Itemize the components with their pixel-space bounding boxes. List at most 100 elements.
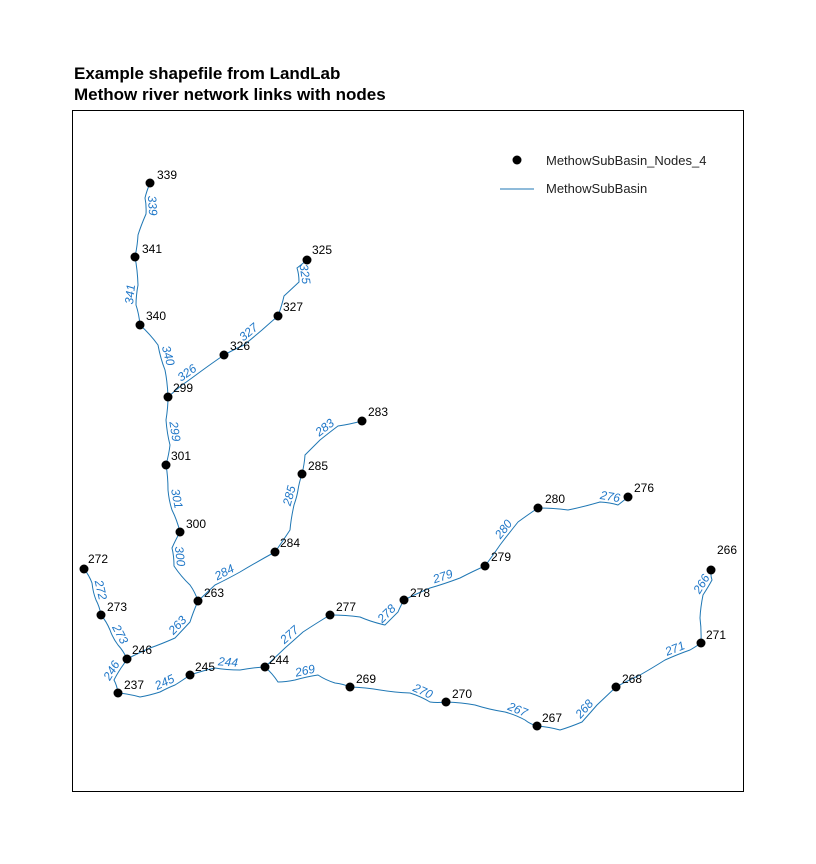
node-327 (273, 311, 283, 321)
node-label-325: 325 (312, 243, 332, 257)
node-245 (185, 670, 195, 680)
link-label-277: 277 (276, 622, 302, 647)
link-273 (100, 614, 128, 660)
legend-node-symbol (512, 155, 522, 165)
link-326 (167, 354, 225, 398)
link-label-270: 270 (410, 680, 435, 702)
legend-nodes-label: MethowSubBasin_Nodes_4 (546, 153, 706, 168)
link-label-244: 244 (217, 654, 239, 670)
link-label-300: 300 (172, 546, 188, 568)
link-284 (197, 551, 276, 602)
node-label-273: 273 (107, 600, 127, 614)
link-label-273: 273 (109, 621, 131, 646)
node-label-277: 277 (336, 600, 356, 614)
node-244 (260, 662, 270, 672)
link-283 (301, 420, 363, 475)
link-246 (113, 658, 128, 694)
link-280 (484, 507, 539, 567)
node-267 (532, 721, 542, 731)
node-280 (533, 503, 543, 513)
map-frame (72, 110, 744, 792)
title-line-1: Example shapefile from LandLab (74, 64, 341, 83)
node-246 (122, 654, 132, 664)
link-label-276: 276 (598, 488, 621, 505)
node-284 (270, 547, 280, 557)
node-label-246: 246 (132, 643, 152, 657)
node-label-283: 283 (368, 405, 388, 419)
link-299 (165, 396, 171, 466)
link-278 (329, 599, 405, 626)
node-label-272: 272 (88, 552, 108, 566)
link-341 (134, 256, 141, 326)
link-327 (223, 315, 279, 356)
page-title: Example shapefile from LandLab Methow ri… (74, 63, 386, 105)
link-label-272: 272 (91, 578, 110, 602)
node-label-276: 276 (634, 481, 654, 495)
node-label-266: 266 (717, 543, 737, 557)
title-line-2: Methow river network links with nodes (74, 85, 386, 104)
node-340 (135, 320, 145, 330)
link-label-279: 279 (430, 566, 455, 586)
link-245 (117, 674, 191, 698)
node-label-299: 299 (173, 381, 193, 395)
node-273 (96, 610, 106, 620)
link-label-340: 340 (159, 344, 178, 367)
nodes-layer: 3393413403253273262993013002832852842632… (79, 168, 737, 731)
link-269 (264, 666, 351, 688)
node-271 (696, 638, 706, 648)
link-label-266: 266 (690, 571, 713, 597)
node-label-301: 301 (171, 449, 191, 463)
legend-links-label: MethowSubBasin (546, 181, 647, 196)
node-label-300: 300 (186, 517, 206, 531)
node-263 (193, 596, 203, 606)
node-237 (113, 688, 123, 698)
node-285 (297, 469, 307, 479)
node-label-326: 326 (230, 339, 250, 353)
link-266 (699, 569, 713, 644)
link-300 (171, 531, 199, 602)
node-276 (623, 492, 633, 502)
link-263 (126, 600, 199, 660)
link-label-246: 246 (100, 658, 123, 683)
link-301 (165, 464, 181, 533)
node-label-339: 339 (157, 168, 177, 182)
node-277 (325, 610, 335, 620)
node-label-279: 279 (491, 550, 511, 564)
link-270 (349, 686, 447, 703)
link-label-268: 268 (572, 696, 597, 721)
node-label-284: 284 (280, 536, 300, 550)
node-339 (145, 178, 155, 188)
node-268 (611, 682, 621, 692)
link-267 (445, 701, 538, 727)
node-301 (161, 460, 171, 470)
link-label-301: 301 (168, 487, 186, 509)
node-325 (302, 255, 312, 265)
node-label-245: 245 (195, 660, 215, 674)
node-label-271: 271 (706, 628, 726, 642)
node-278 (399, 595, 409, 605)
node-label-237: 237 (124, 678, 144, 692)
node-label-268: 268 (622, 672, 642, 686)
link-label-339: 339 (145, 195, 160, 216)
node-label-267: 267 (542, 711, 562, 725)
node-266 (706, 565, 716, 575)
node-label-269: 269 (356, 672, 376, 686)
link-279 (403, 565, 486, 601)
link-label-271: 271 (662, 638, 687, 659)
link-label-280: 280 (491, 517, 515, 542)
node-label-270: 270 (452, 687, 472, 701)
node-326 (219, 350, 229, 360)
node-269 (345, 682, 355, 692)
link-label-263: 263 (165, 613, 190, 638)
node-272 (79, 564, 89, 574)
node-label-280: 280 (545, 492, 565, 506)
legend: MethowSubBasin_Nodes_4 MethowSubBasin (500, 153, 706, 196)
node-label-278: 278 (410, 586, 430, 600)
node-label-263: 263 (204, 586, 224, 600)
link-325 (277, 259, 308, 317)
link-244 (189, 666, 266, 676)
link-label-325: 325 (297, 263, 314, 285)
link-271 (615, 642, 702, 688)
link-276 (537, 496, 629, 511)
